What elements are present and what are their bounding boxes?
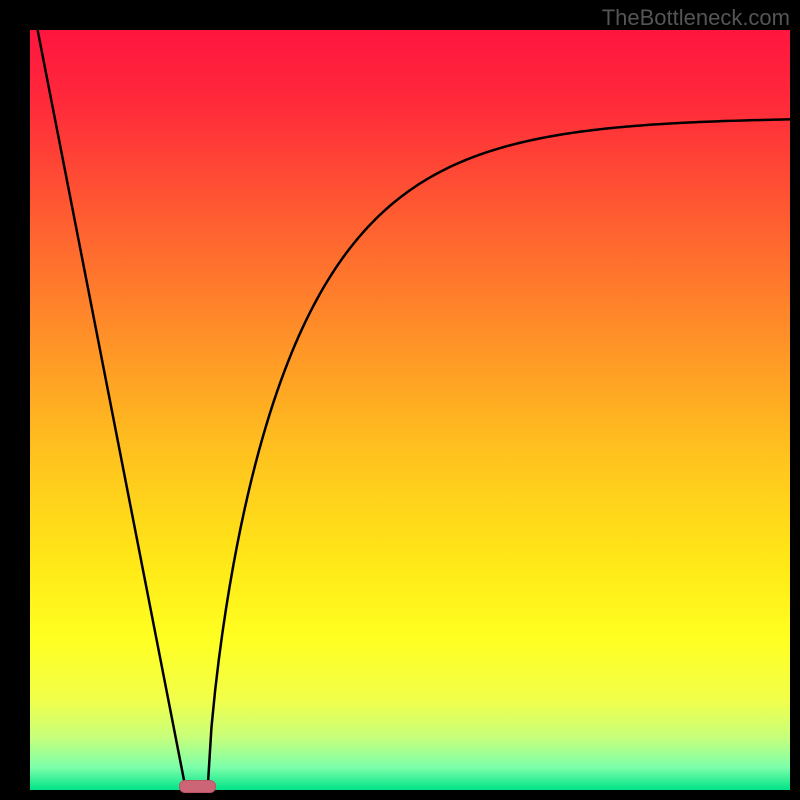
plot-area [30, 30, 790, 790]
trough-marker [179, 780, 215, 793]
chart-container: { "watermark": { "text": "TheBottleneck.… [0, 0, 800, 800]
watermark-text: TheBottleneck.com [602, 5, 790, 31]
curve-svg [30, 30, 790, 790]
curve-path [38, 30, 790, 785]
